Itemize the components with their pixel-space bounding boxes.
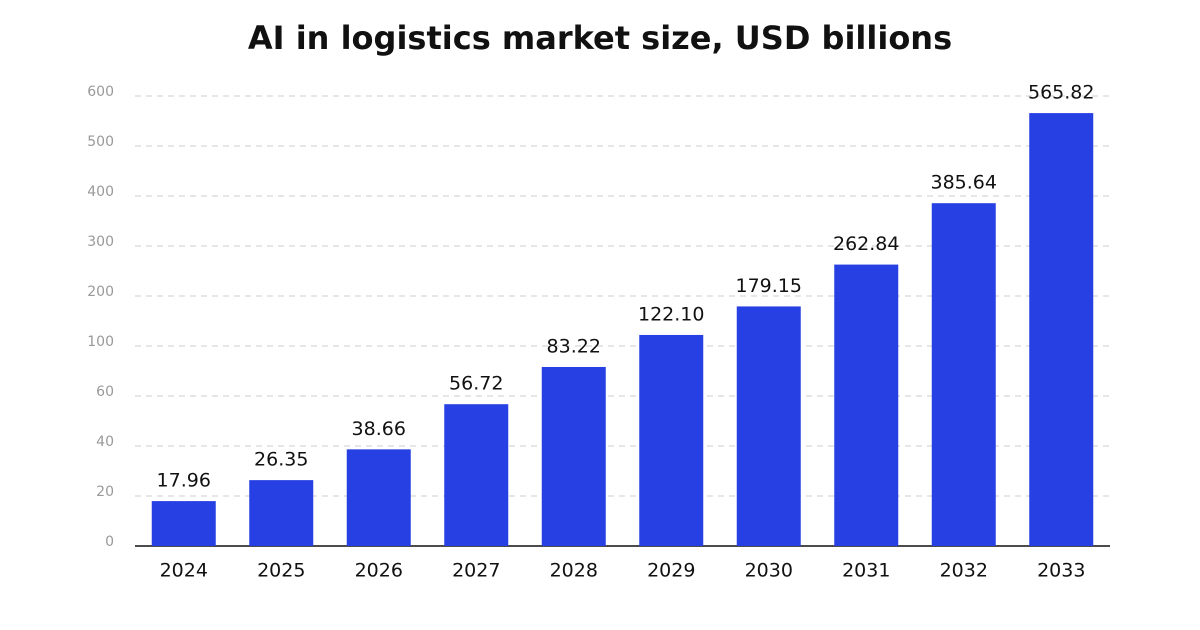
bar bbox=[834, 264, 899, 546]
x-tick-label: 2029 bbox=[647, 560, 695, 582]
x-tick-label: 2033 bbox=[1037, 560, 1085, 582]
bar bbox=[639, 334, 704, 546]
x-tick-label: 2026 bbox=[355, 560, 403, 582]
bar bbox=[736, 306, 801, 546]
value-label: 38.66 bbox=[352, 418, 406, 440]
value-label: 565.82 bbox=[1028, 82, 1094, 104]
bar bbox=[931, 203, 996, 546]
value-label: 385.64 bbox=[931, 172, 997, 194]
value-label: 17.96 bbox=[157, 470, 211, 492]
x-tick-label: 2028 bbox=[550, 560, 598, 582]
x-tick-label: 2024 bbox=[160, 560, 208, 582]
bar bbox=[541, 366, 606, 546]
chart-title: AI in logistics market size, USD billion… bbox=[248, 19, 952, 57]
bar bbox=[346, 449, 411, 546]
value-label: 26.35 bbox=[254, 449, 308, 471]
value-label: 56.72 bbox=[449, 373, 503, 395]
bar bbox=[444, 404, 509, 546]
bar bbox=[151, 501, 216, 546]
value-label: 179.15 bbox=[736, 275, 802, 297]
x-tick-label: 2030 bbox=[745, 560, 793, 582]
bar bbox=[1029, 113, 1094, 546]
x-tick-label: 2027 bbox=[452, 560, 500, 582]
x-tick-label: 2025 bbox=[257, 560, 305, 582]
y-tick-label: 600 bbox=[87, 84, 114, 100]
y-tick-label: 400 bbox=[87, 184, 114, 200]
y-tick-label: 100 bbox=[87, 334, 114, 350]
y-tick-label: 300 bbox=[87, 234, 114, 250]
y-tick-label: 0 bbox=[105, 534, 114, 550]
value-label: 262.84 bbox=[833, 233, 899, 255]
y-tick-label: 60 bbox=[96, 384, 114, 400]
value-label: 83.22 bbox=[547, 335, 601, 357]
y-tick-label: 500 bbox=[87, 134, 114, 150]
y-tick-label: 40 bbox=[96, 434, 114, 450]
y-tick-label: 200 bbox=[87, 284, 114, 300]
x-tick-label: 2032 bbox=[940, 560, 988, 582]
value-label: 122.10 bbox=[638, 303, 704, 325]
bar bbox=[249, 480, 314, 546]
x-tick-label: 2031 bbox=[842, 560, 890, 582]
y-tick-label: 20 bbox=[96, 484, 114, 500]
